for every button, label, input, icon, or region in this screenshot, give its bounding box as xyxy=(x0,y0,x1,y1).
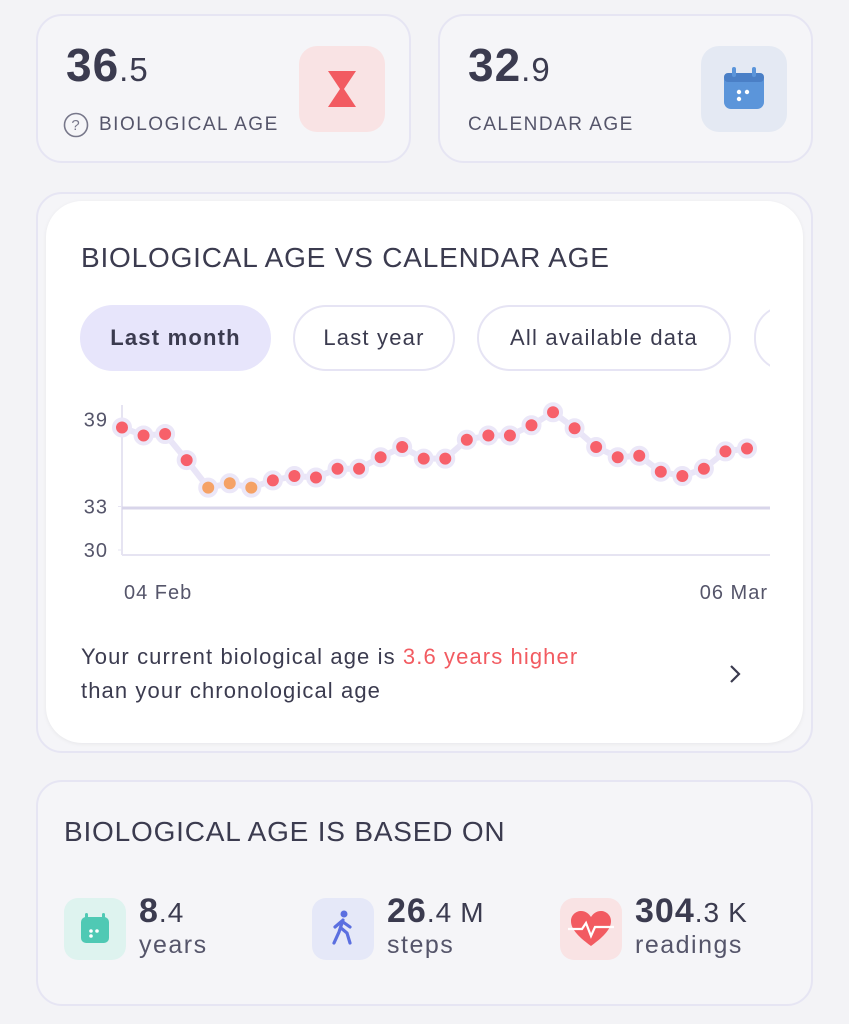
tab-active[interactable]: Last month xyxy=(80,305,271,371)
x-tick-label: 04 Feb xyxy=(124,582,192,604)
item-unit: M xyxy=(460,897,485,928)
data-point xyxy=(349,458,370,479)
data-point xyxy=(176,450,197,471)
stat-label: BIOLOGICAL AGE xyxy=(99,114,279,135)
item-label: years xyxy=(139,931,208,959)
based-on-title: BIOLOGICAL AGE IS BASED ON xyxy=(64,816,506,847)
data-point xyxy=(112,417,132,438)
item-whole: 8 xyxy=(139,892,159,930)
data-point xyxy=(607,447,628,468)
item-label: readings xyxy=(635,931,743,959)
data-point xyxy=(435,448,456,469)
help-icon[interactable]: ? xyxy=(63,112,89,138)
hourglass-icon xyxy=(299,46,385,132)
y-tick-label: 30 xyxy=(84,540,108,562)
summary-text: than your chronological age xyxy=(81,678,381,703)
stat-whole: 36 xyxy=(66,39,120,91)
data-point xyxy=(284,466,305,487)
item-fraction: .4 xyxy=(426,897,453,928)
stat-fraction: .5 xyxy=(119,51,149,88)
data-point xyxy=(327,458,348,479)
stat-value: 36.5 xyxy=(66,38,149,92)
tab[interactable]: All available data xyxy=(477,305,731,371)
data-point xyxy=(133,425,154,446)
item-fraction: .3 xyxy=(694,897,721,928)
data-point xyxy=(219,473,240,494)
walk-icon xyxy=(312,898,374,960)
tab[interactable]: Last year xyxy=(293,305,455,371)
data-point xyxy=(413,448,434,469)
data-point xyxy=(543,402,564,423)
stat-fraction: .9 xyxy=(521,51,551,88)
data-point xyxy=(241,477,262,498)
summary: Your current biological age is 3.6 years… xyxy=(81,640,578,708)
based-on-item: 8.4 years xyxy=(139,892,208,960)
y-tick-label: 39 xyxy=(84,410,108,432)
calendar-icon xyxy=(64,898,126,960)
data-point xyxy=(672,466,693,487)
data-point xyxy=(650,461,671,482)
data-point xyxy=(370,447,391,468)
item-whole: 26 xyxy=(387,892,427,930)
stat-card[interactable]: 32.9 CALENDAR AGE xyxy=(438,14,813,163)
summary-highlight: 3.6 years higher xyxy=(402,644,579,669)
data-point xyxy=(564,418,585,439)
data-point xyxy=(456,429,477,450)
data-point xyxy=(499,425,520,446)
data-point xyxy=(693,458,714,479)
data-point xyxy=(737,438,757,459)
data-point xyxy=(198,477,219,498)
based-on-item: 26.4 M steps xyxy=(387,892,485,960)
data-point xyxy=(392,437,413,458)
y-tick-label: 33 xyxy=(84,497,108,519)
data-point xyxy=(262,470,283,491)
data-point xyxy=(478,425,499,446)
based-on-card: BIOLOGICAL AGE IS BASED ON 8.4 years 26.… xyxy=(36,780,813,1006)
chevron[interactable] xyxy=(726,662,744,686)
stat-label: CALENDAR AGE xyxy=(468,114,634,135)
data-point xyxy=(155,424,176,444)
data-point xyxy=(521,415,542,436)
calendar-icon xyxy=(701,46,787,132)
tab-clipped xyxy=(754,305,770,371)
stat-whole: 32 xyxy=(468,39,522,91)
data-point xyxy=(629,445,650,466)
data-point xyxy=(586,437,607,458)
data-point xyxy=(305,467,326,488)
based-on-item: 304.3 K readings xyxy=(635,892,748,960)
item-label: steps xyxy=(387,931,455,959)
item-fraction: .4 xyxy=(158,897,185,928)
summary-text: Your current biological age is xyxy=(81,644,396,669)
data-point xyxy=(715,441,736,462)
stat-value: 32.9 xyxy=(468,38,551,92)
item-unit: K xyxy=(728,897,748,928)
item-whole: 304 xyxy=(635,892,695,930)
chart-card-title: BIOLOGICAL AGE VS CALENDAR AGE xyxy=(81,242,610,273)
heart-icon xyxy=(560,898,622,960)
svg-text:?: ? xyxy=(71,117,80,134)
x-tick-label: 06 Mar xyxy=(700,582,768,604)
stat-card[interactable]: 36.5 ? BIOLOGICAL AGE xyxy=(36,14,411,163)
